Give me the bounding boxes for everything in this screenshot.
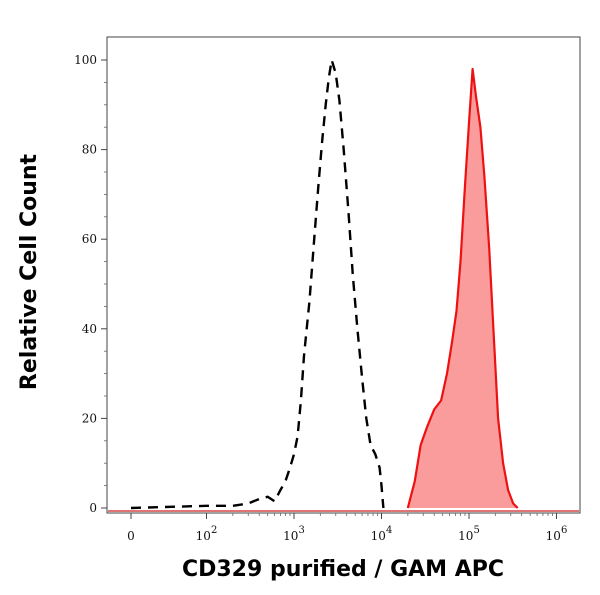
x-axis-title: CD329 purified / GAM APC — [182, 557, 504, 582]
series-1-point — [451, 342, 452, 343]
x-tick-label: 103 — [283, 525, 305, 543]
series-1-point — [434, 409, 435, 410]
series-0-point — [280, 490, 281, 491]
series-0-point — [322, 140, 323, 141]
x-tick-exponent: 2 — [211, 525, 217, 536]
x-tick-exponent: 4 — [386, 525, 392, 536]
x-tick-exponent: 3 — [298, 525, 304, 536]
series-1-point — [517, 507, 518, 508]
y-tick-label: 20 — [82, 411, 97, 425]
y-tick-label: 0 — [89, 501, 97, 515]
y-tick-label: 60 — [82, 232, 97, 246]
series-0-point — [331, 59, 332, 60]
series-0-point — [206, 505, 207, 506]
series-0-point — [289, 467, 290, 468]
series-0-point — [381, 485, 382, 486]
series-0-point — [303, 355, 304, 356]
x-tick-label: 105 — [458, 525, 480, 543]
series-0-point — [325, 104, 326, 105]
series-0-point — [328, 77, 329, 78]
x-tick-exponent: 6 — [561, 525, 567, 536]
x-axis-ticks: 0 102 103 104 105 106 — [127, 513, 567, 543]
series-1-point — [426, 427, 427, 428]
series-1-point — [493, 328, 494, 329]
series-1-point — [446, 373, 447, 374]
y-axis-ticks: 0 20 40 60 80 100 — [74, 53, 107, 515]
series-0-point — [293, 454, 294, 455]
series-0-point — [357, 328, 358, 329]
series-0-point — [314, 239, 315, 240]
series-0-point — [379, 467, 380, 468]
x-tick-label: 0 — [127, 529, 135, 543]
series-layer — [108, 59, 579, 512]
series-1-point — [508, 490, 509, 491]
plot-frame — [106, 36, 581, 514]
series-1-point — [407, 507, 408, 508]
series-1-line — [406, 67, 519, 509]
series-0-point — [366, 418, 367, 419]
series-0-point — [309, 301, 310, 302]
series-0-point — [343, 149, 344, 150]
series-0-point — [130, 507, 131, 508]
series-0-point — [352, 274, 353, 275]
series-1-area — [407, 69, 518, 508]
series-0-point — [370, 445, 371, 446]
series-0-point — [297, 436, 298, 437]
x-tick-label: 104 — [371, 525, 393, 543]
series-1-point — [420, 445, 421, 446]
series-0-point — [232, 505, 233, 506]
series-1-point — [475, 95, 476, 96]
series-0-point — [375, 454, 376, 455]
series-0-point — [348, 212, 349, 213]
y-axis-title: Relative Cell Count — [17, 153, 42, 390]
series-0-point — [339, 100, 340, 101]
series-1-point — [489, 248, 490, 249]
series-1-point — [464, 185, 465, 186]
y-tick-label: 40 — [82, 322, 97, 336]
series-0-point — [267, 496, 268, 497]
series-1-point — [472, 68, 473, 69]
series-0-point — [300, 400, 301, 401]
series-0-line — [130, 59, 385, 510]
series-1-point — [456, 310, 457, 311]
x-tick-label: 102 — [196, 525, 218, 543]
series-0-point — [382, 498, 383, 499]
series-0-point — [274, 501, 275, 502]
series-1-point — [468, 122, 469, 123]
y-tick-label: 100 — [74, 53, 97, 67]
series-1-point — [441, 400, 442, 401]
series-1-point — [414, 481, 415, 482]
series-0-point — [318, 185, 319, 186]
series-0-point — [335, 73, 336, 74]
series-1-point — [460, 261, 461, 262]
series-1-point — [480, 127, 481, 128]
x-tick-label: 106 — [546, 525, 568, 543]
y-tick-label: 80 — [82, 143, 97, 157]
series-0-point — [383, 507, 384, 508]
x-tick-exponent: 5 — [473, 525, 479, 536]
series-0-point — [259, 498, 260, 499]
series-1-point — [484, 176, 485, 177]
series-1-point — [498, 418, 499, 419]
series-1-point — [513, 503, 514, 504]
series-1-point — [503, 463, 504, 464]
series-0-point — [362, 378, 363, 379]
series-0-point — [285, 481, 286, 482]
series-0-point — [248, 503, 249, 504]
